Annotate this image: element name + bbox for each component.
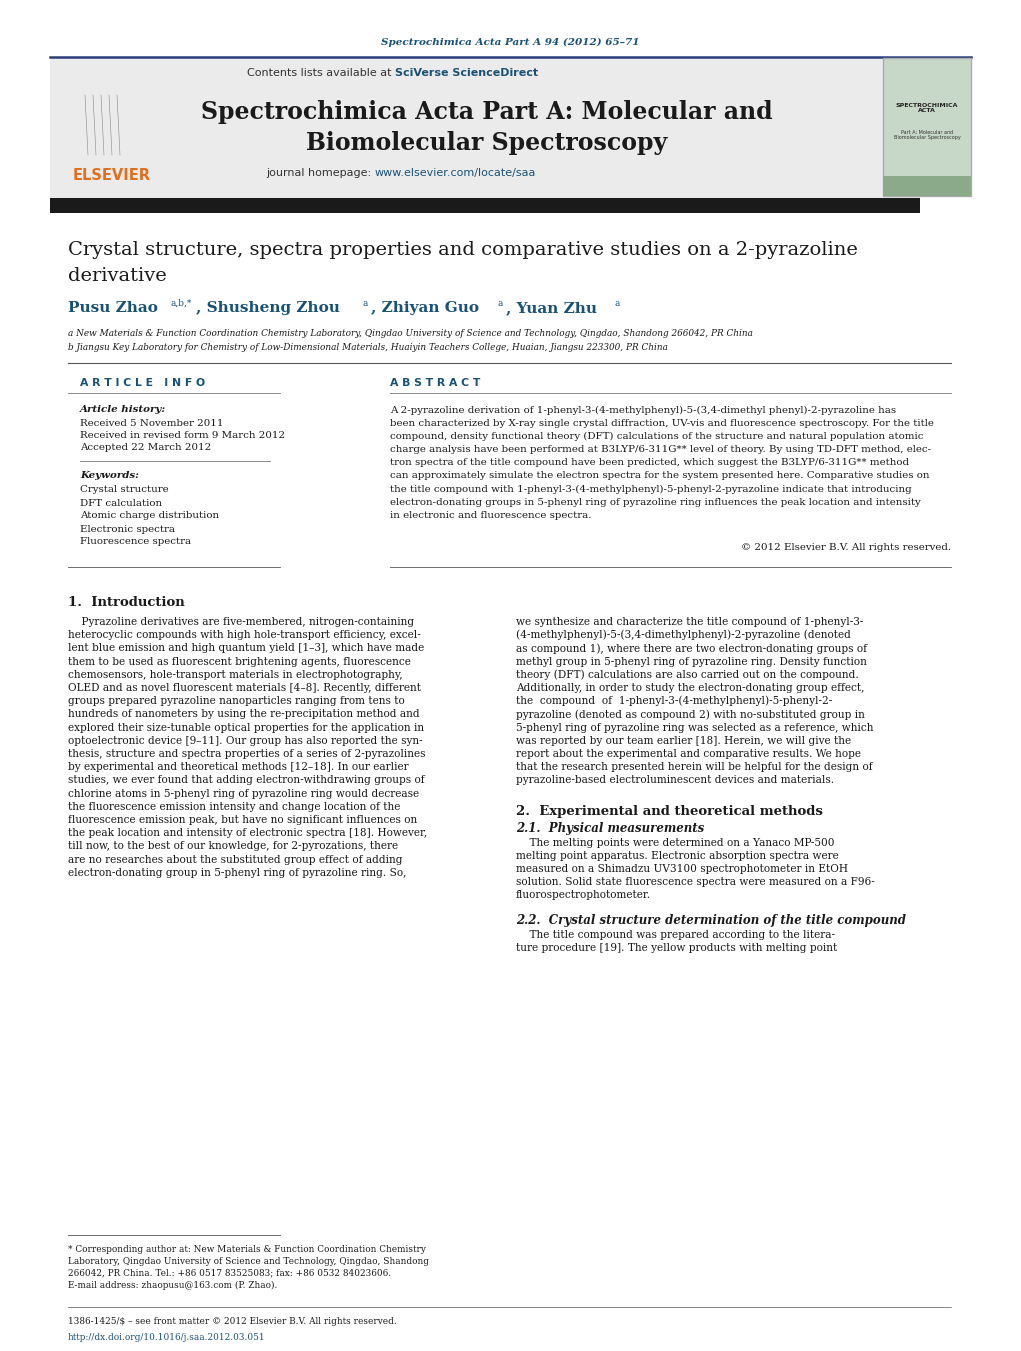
Text: fluorospectrophotometer.: fluorospectrophotometer. [516,890,651,900]
Text: Article history:: Article history: [80,405,166,415]
Text: charge analysis have been performed at B3LYP/6-311G** level of theory. By using : charge analysis have been performed at B… [390,444,931,454]
Text: a: a [614,299,620,308]
Text: a: a [497,299,502,308]
Text: Received 5 November 2011: Received 5 November 2011 [80,419,224,427]
Text: we synthesize and characterize the title compound of 1-phenyl-3-: we synthesize and characterize the title… [516,617,864,627]
Text: thesis, structure and spectra properties of a series of 2-pyrazolines: thesis, structure and spectra properties… [68,748,426,759]
Text: Atomic charge distribution: Atomic charge distribution [80,512,220,520]
Text: (4-methylphenyl)-5-(3,4-dimethylphenyl)-2-pyrazoline (denoted: (4-methylphenyl)-5-(3,4-dimethylphenyl)-… [516,630,850,640]
Text: 1386-1425/$ – see front matter © 2012 Elsevier B.V. All rights reserved.: 1386-1425/$ – see front matter © 2012 El… [68,1317,397,1327]
Text: been characterized by X-ray single crystal diffraction, UV-vis and fluorescence : been characterized by X-ray single cryst… [390,419,934,428]
Text: fluorescence emission peak, but have no significant influences on: fluorescence emission peak, but have no … [68,815,418,825]
Text: Received in revised form 9 March 2012: Received in revised form 9 March 2012 [80,431,285,439]
Text: ELSEVIER: ELSEVIER [72,168,151,182]
Text: heterocyclic compounds with high hole-transport efficiency, excel-: heterocyclic compounds with high hole-tr… [68,630,421,640]
Text: , Yuan Zhu: , Yuan Zhu [506,301,597,315]
Text: http://dx.doi.org/10.1016/j.saa.2012.03.051: http://dx.doi.org/10.1016/j.saa.2012.03.… [68,1332,265,1342]
Text: solution. Solid state fluorescence spectra were measured on a F96-: solution. Solid state fluorescence spect… [516,877,875,888]
Bar [50,199,920,213]
Text: 266042, PR China. Tel.: +86 0517 83525083; fax: +86 0532 84023606.: 266042, PR China. Tel.: +86 0517 8352508… [68,1269,391,1278]
Text: Biomolecular Spectroscopy: Biomolecular Spectroscopy [306,131,668,155]
Text: The title compound was prepared according to the litera-: The title compound was prepared accordin… [516,929,835,939]
Text: Pusu Zhao: Pusu Zhao [68,301,158,315]
Text: melting point apparatus. Electronic absorption spectra were: melting point apparatus. Electronic abso… [516,851,838,861]
Text: 2.  Experimental and theoretical methods: 2. Experimental and theoretical methods [516,805,823,819]
Text: that the research presented herein will be helpful for the design of: that the research presented herein will … [516,762,873,773]
Text: journal homepage:: journal homepage: [266,168,375,178]
Text: electron-donating groups in 5-phenyl ring of pyrazoline ring influences the peak: electron-donating groups in 5-phenyl rin… [390,499,921,507]
Text: OLED and as novel fluorescent materials [4–8]. Recently, different: OLED and as novel fluorescent materials … [68,684,421,693]
Text: Pyrazoline derivatives are five-membered, nitrogen-containing: Pyrazoline derivatives are five-membered… [68,617,415,627]
Text: The melting points were determined on a Yanaco MP-500: The melting points were determined on a … [516,838,834,847]
Text: Fluorescence spectra: Fluorescence spectra [80,538,191,547]
Text: E-mail address: zhaopusu@163.com (P. Zhao).: E-mail address: zhaopusu@163.com (P. Zha… [68,1281,278,1290]
Text: the  compound  of  1-phenyl-3-(4-methylphenyl)-5-phenyl-2-: the compound of 1-phenyl-3-(4-methylphen… [516,696,832,707]
Text: derivative: derivative [68,267,166,285]
Text: ture procedure [19]. The yellow products with melting point: ture procedure [19]. The yellow products… [516,943,837,952]
Text: A B S T R A C T: A B S T R A C T [390,378,480,388]
Text: © 2012 Elsevier B.V. All rights reserved.: © 2012 Elsevier B.V. All rights reserved… [741,543,951,551]
Text: can approximately simulate the electron spectra for the system presented here. C: can approximately simulate the electron … [390,471,929,481]
Text: explored their size-tunable optical properties for the application in: explored their size-tunable optical prop… [68,723,424,732]
Text: optoelectronic device [9–11]. Our group has also reported the syn-: optoelectronic device [9–11]. Our group … [68,736,423,746]
Bar [50,58,920,199]
Text: pyrazoline (denoted as compound 2) with no-substituted group in: pyrazoline (denoted as compound 2) with … [516,709,865,720]
Text: Spectrochimica Acta Part A 94 (2012) 65–71: Spectrochimica Acta Part A 94 (2012) 65–… [381,38,639,46]
Text: a New Materials & Function Coordination Chemistry Laboratory, Qingdao University: a New Materials & Function Coordination … [68,328,752,338]
Text: in electronic and fluorescence spectra.: in electronic and fluorescence spectra. [390,511,591,520]
Text: theory (DFT) calculations are also carried out on the compound.: theory (DFT) calculations are also carri… [516,670,859,680]
Text: 1.  Introduction: 1. Introduction [68,597,185,609]
Text: , Zhiyan Guo: , Zhiyan Guo [371,301,479,315]
Text: methyl group in 5-phenyl ring of pyrazoline ring. Density function: methyl group in 5-phenyl ring of pyrazol… [516,657,867,666]
Text: compound, density functional theory (DFT) calculations of the structure and natu: compound, density functional theory (DFT… [390,432,924,440]
Text: 2.1.  Physical measurements: 2.1. Physical measurements [516,823,704,835]
Text: Part A: Molecular and
Biomolecular Spectroscopy: Part A: Molecular and Biomolecular Spect… [893,130,961,141]
Text: Laboratory, Qingdao University of Science and Technology, Qingdao, Shandong: Laboratory, Qingdao University of Scienc… [68,1256,429,1266]
Text: A R T I C L E   I N F O: A R T I C L E I N F O [80,378,205,388]
Text: * Corresponding author at: New Materials & Function Coordination Chemistry: * Corresponding author at: New Materials… [68,1244,426,1254]
Text: hundreds of nanometers by using the re-precipitation method and: hundreds of nanometers by using the re-p… [68,709,420,719]
Text: pyrazoline-based electroluminescent devices and materials.: pyrazoline-based electroluminescent devi… [516,775,834,785]
Text: was reported by our team earlier [18]. Herein, we will give the: was reported by our team earlier [18]. H… [516,736,852,746]
Text: groups prepared pyrazoline nanoparticles ranging from tens to: groups prepared pyrazoline nanoparticles… [68,696,404,707]
Text: www.elsevier.com/locate/saa: www.elsevier.com/locate/saa [375,168,536,178]
Text: tron spectra of the title compound have been predicted, which suggest the B3LYP/: tron spectra of the title compound have … [390,458,909,467]
Text: measured on a Shimadzu UV3100 spectrophotometer in EtOH: measured on a Shimadzu UV3100 spectropho… [516,865,848,874]
Text: are no researches about the substituted group effect of adding: are no researches about the substituted … [68,855,402,865]
Text: Contents lists available at: Contents lists available at [247,68,395,78]
Text: the fluorescence emission intensity and change location of the: the fluorescence emission intensity and … [68,801,400,812]
Text: DFT calculation: DFT calculation [80,499,162,508]
Bar [883,58,971,196]
Text: chlorine atoms in 5-phenyl ring of pyrazoline ring would decrease: chlorine atoms in 5-phenyl ring of pyraz… [68,789,420,798]
Text: Spectrochimica Acta Part A: Molecular and: Spectrochimica Acta Part A: Molecular an… [201,100,773,124]
Text: a: a [362,299,368,308]
Text: Crystal structure: Crystal structure [80,485,168,494]
Text: lent blue emission and high quantum yield [1–3], which have made: lent blue emission and high quantum yiel… [68,643,425,654]
Text: the title compound with 1-phenyl-3-(4-methylphenyl)-5-phenyl-2-pyrazoline indica: the title compound with 1-phenyl-3-(4-me… [390,485,912,493]
Text: b Jiangsu Key Laboratory for Chemistry of Low-Dimensional Materials, Huaiyin Tea: b Jiangsu Key Laboratory for Chemistry o… [68,343,668,351]
Text: them to be used as fluorescent brightening agents, fluorescence: them to be used as fluorescent brighteni… [68,657,410,666]
Text: , Shusheng Zhou: , Shusheng Zhou [196,301,340,315]
Text: SPECTROCHIMICA
ACTA: SPECTROCHIMICA ACTA [895,103,959,113]
Text: studies, we ever found that adding electron-withdrawing groups of: studies, we ever found that adding elect… [68,775,425,785]
Text: Accepted 22 March 2012: Accepted 22 March 2012 [80,443,211,451]
Text: chemosensors, hole-transport materials in electrophotography,: chemosensors, hole-transport materials i… [68,670,402,680]
Text: by experimental and theoretical methods [12–18]. In our earlier: by experimental and theoretical methods … [68,762,408,773]
Text: 5-phenyl ring of pyrazoline ring was selected as a reference, which: 5-phenyl ring of pyrazoline ring was sel… [516,723,874,732]
Text: report about the experimental and comparative results. We hope: report about the experimental and compar… [516,748,861,759]
Bar [883,176,971,196]
Text: Keywords:: Keywords: [80,471,139,481]
Text: Electronic spectra: Electronic spectra [80,524,175,534]
Text: A 2-pyrazoline derivation of 1-phenyl-3-(4-methylphenyl)-5-(3,4-dimethyl phenyl): A 2-pyrazoline derivation of 1-phenyl-3-… [390,405,896,415]
Text: till now, to the best of our knowledge, for 2-pyrozations, there: till now, to the best of our knowledge, … [68,842,398,851]
Text: a,b,*: a,b,* [171,299,191,308]
Text: 2.2.  Crystal structure determination of the title compound: 2.2. Crystal structure determination of … [516,915,906,927]
Text: SciVerse ScienceDirect: SciVerse ScienceDirect [395,68,538,78]
Text: electron-donating group in 5-phenyl ring of pyrazoline ring. So,: electron-donating group in 5-phenyl ring… [68,867,406,878]
Text: Crystal structure, spectra properties and comparative studies on a 2-pyrazoline: Crystal structure, spectra properties an… [68,240,858,259]
Text: as compound 1), where there are two electron-donating groups of: as compound 1), where there are two elec… [516,643,867,654]
Text: the peak location and intensity of electronic spectra [18]. However,: the peak location and intensity of elect… [68,828,427,838]
Text: Additionally, in order to study the electron-donating group effect,: Additionally, in order to study the elec… [516,684,865,693]
